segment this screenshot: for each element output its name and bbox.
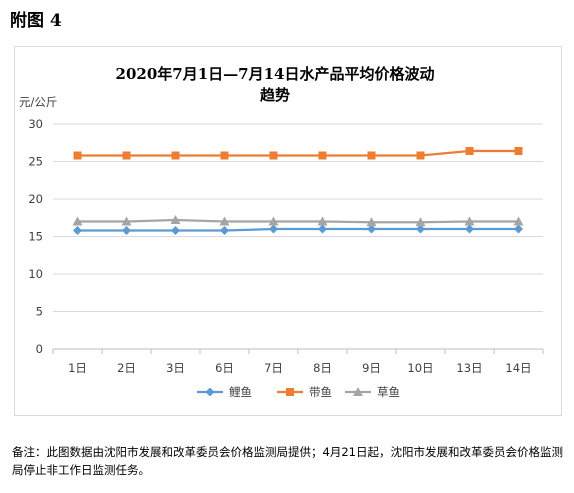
legend-marker bbox=[205, 387, 215, 397]
data-point bbox=[73, 226, 82, 235]
data-point bbox=[122, 226, 131, 235]
x-tick-label: 1日 bbox=[68, 361, 87, 375]
figure-heading: 附图 4 bbox=[10, 11, 62, 31]
chart-title-line: 趋势 bbox=[260, 86, 290, 104]
x-tick-label: 6日 bbox=[215, 361, 234, 375]
data-point bbox=[465, 224, 474, 234]
chart-frame: 2020年7月1日—7月14日水产品平均价格波动 趋势元/公斤 0 5 10 15 20 25… bbox=[14, 46, 562, 416]
y-axis-unit-label: 元/公斤 bbox=[19, 95, 57, 109]
data-point bbox=[171, 151, 180, 160]
y-tick-label: 10 bbox=[28, 267, 43, 281]
legend-marker bbox=[286, 388, 294, 396]
legend-label: 鲤鱼 bbox=[229, 385, 252, 399]
data-point bbox=[318, 151, 327, 160]
series-line-2 bbox=[77, 218, 519, 224]
data-point bbox=[72, 216, 83, 226]
legend-label: 带鱼 bbox=[309, 385, 332, 399]
data-point bbox=[220, 226, 229, 235]
x-tick-label: 14日 bbox=[505, 361, 531, 375]
data-point bbox=[514, 147, 523, 155]
chart-title-line: 2020年7月1日—7月14日水产品平均价格波动 bbox=[116, 65, 435, 83]
x-tick-label: 7日 bbox=[264, 361, 283, 375]
data-point bbox=[220, 151, 229, 160]
y-tick-label: 30 bbox=[28, 117, 43, 131]
data-point bbox=[268, 216, 279, 226]
x-tick-label: 9日 bbox=[362, 361, 381, 375]
data-point bbox=[513, 216, 524, 226]
series-line-1 bbox=[77, 149, 519, 157]
data-point bbox=[514, 224, 523, 234]
data-point bbox=[171, 226, 180, 235]
data-point bbox=[367, 151, 376, 160]
data-point bbox=[465, 147, 474, 155]
series-line-0 bbox=[77, 227, 519, 232]
data-point bbox=[318, 224, 327, 234]
data-point bbox=[73, 151, 82, 160]
y-tick-label: 15 bbox=[28, 230, 43, 244]
data-point bbox=[367, 224, 376, 234]
data-point bbox=[317, 216, 328, 226]
x-tick-label: 8日 bbox=[313, 361, 332, 375]
y-tick-label: 25 bbox=[28, 155, 43, 169]
data-point bbox=[121, 216, 132, 226]
data-point bbox=[219, 216, 230, 226]
footnote: 备注：此图数据由沈阳市发展和改革委员会价格监测局提供；4月21日起，沈阳市发展和… bbox=[12, 445, 563, 477]
y-tick-label: 5 bbox=[36, 305, 43, 319]
data-point bbox=[122, 151, 131, 160]
legend-marker bbox=[353, 387, 363, 396]
y-tick-label: 0 bbox=[36, 342, 43, 356]
x-tick-label: 13日 bbox=[456, 361, 482, 375]
x-tick-label: 10日 bbox=[407, 361, 433, 375]
data-point bbox=[416, 224, 425, 234]
data-point bbox=[416, 151, 425, 160]
x-tick-label: 3日 bbox=[166, 361, 185, 375]
data-point bbox=[415, 217, 426, 227]
data-point bbox=[269, 224, 278, 234]
y-tick-label: 20 bbox=[28, 192, 43, 206]
data-point bbox=[170, 215, 181, 224]
legend-label: 草鱼 bbox=[377, 385, 400, 399]
x-tick-label: 2日 bbox=[117, 361, 136, 375]
data-point bbox=[366, 217, 377, 227]
data-point bbox=[269, 151, 278, 160]
data-point bbox=[464, 216, 475, 226]
